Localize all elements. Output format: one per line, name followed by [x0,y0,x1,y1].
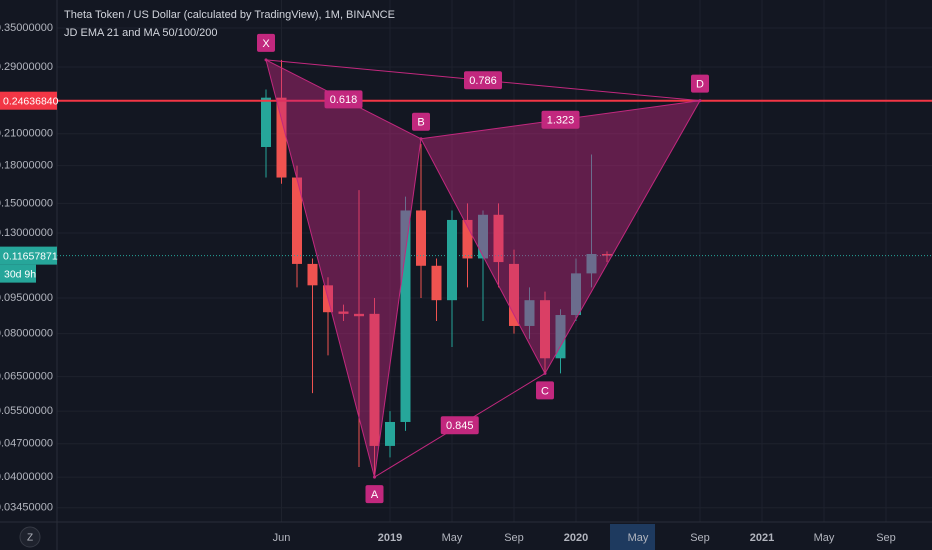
pattern-fill [421,100,700,374]
candle-body [276,97,287,178]
pattern-leg [374,138,422,478]
candle-body [462,219,473,259]
chart-title: Theta Token / US Dollar (calculated by T… [64,9,395,21]
pattern-leg [544,100,701,374]
candle-body [540,300,550,359]
candle-body [431,265,442,301]
candle-body [261,97,271,148]
ratio-tag [464,71,502,90]
crosshair-time-highlight [610,524,655,550]
y-tick-label: 0.03450000 [0,502,53,514]
pattern-fill [266,59,421,478]
candle-body [400,210,411,422]
x-tick-label: Sep [504,532,524,544]
countdown-tag [0,264,36,283]
pattern-point [264,58,268,62]
point-tag [536,381,554,400]
point-tag [412,112,430,131]
x-tick-label: Sep [690,532,710,544]
last-price-tag [0,246,57,265]
x-tick-label: Jun [273,532,291,544]
x-tick-label: Sep [876,532,896,544]
ratio-tag [541,110,580,129]
x-tick-label: May [628,532,649,544]
pattern-leg [420,138,546,374]
candle-body [571,273,581,316]
pattern-point [543,371,547,375]
y-tick-label: 0.08000000 [0,327,53,339]
chart-subtitle: JD EMA 21 and MA 50/100/200 [64,27,218,39]
timezone-icon[interactable]: Z [27,533,33,544]
candle-body [602,253,612,256]
y-tick-label: 0.05500000 [0,405,53,417]
x-tick-label: 2019 [378,532,402,544]
point-label: A [371,489,379,501]
point-tag [257,33,275,52]
candle-body [369,313,380,446]
ratio-label: 1.323 [547,115,575,127]
pattern-leg [265,59,375,478]
candle-body [447,219,457,301]
candle-body [555,315,566,359]
y-tick-label: 0.29000000 [0,61,53,73]
price-line-tag [0,91,57,110]
x-tick-label: 2020 [564,532,588,544]
grid [57,0,932,522]
candle-body [292,177,302,264]
y-tick-label: 0.35000000 [0,22,53,34]
price-line-label: 0.24636840 [3,95,59,107]
plot-area [57,59,932,478]
pattern-point [373,475,376,479]
axes: 0.35000000 0.29000000 0.21000000 0.18000000… [0,22,896,544]
timezone-button[interactable] [19,526,41,548]
ratio-tag [440,416,479,435]
candle-body [354,313,364,317]
last-price-label: 0.11657871 [3,250,58,262]
candle-body [524,300,535,326]
ratio-label: 0.786 [469,75,497,87]
x-tick-label: 2021 [750,532,774,544]
point-label: C [541,385,549,397]
candle-body [338,311,349,314]
ratio-label: 0.845 [446,420,474,432]
y-tick-label: 0.06500000 [0,370,53,382]
pattern-overlay: 0.618 0.786 1.323 0.845 X A B C D [257,33,709,504]
candle-body [478,214,488,259]
point-label: X [262,38,270,50]
y-tick-label: 0.13000000 [0,227,53,239]
point-tag [691,74,709,93]
ratio-label: 0.618 [330,94,358,106]
candle-body [307,263,318,286]
countdown-label: 30d 9h [4,268,36,280]
x-tick-label: May [442,532,463,544]
candle-body [586,253,597,274]
y-tick-label: 0.04000000 [0,471,53,483]
pattern-point [698,99,702,103]
candle-body [493,214,504,263]
x-tick-label: May [814,532,835,544]
y-tick-label: 0.18000000 [0,160,53,172]
y-tick-label: 0.04700000 [0,438,53,450]
point-label: B [417,117,424,129]
y-tick-label: 0.09500000 [0,292,53,304]
y-tick-label: 0.15000000 [0,197,53,209]
pattern-point [419,137,423,141]
candle-body [416,210,426,266]
point-label: D [696,79,704,91]
y-tick-label: 0.21000000 [0,128,53,140]
point-tag [365,485,384,504]
ratio-tag [324,90,363,109]
candle-body [385,421,395,446]
candle-body [509,263,519,326]
